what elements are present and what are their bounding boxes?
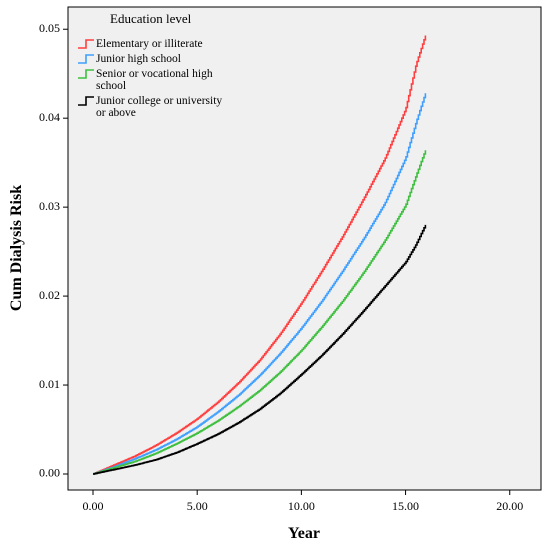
legend-label: Junior high school (96, 53, 181, 65)
legend-swatch (78, 39, 94, 49)
y-tick-label: 0.03 (39, 199, 60, 213)
y-axis: 0.00 0.01 0.02 0.03 0.04 0.05 (39, 21, 68, 480)
legend-label: Elementary or illiterate (96, 38, 203, 50)
y-tick-label: 0.05 (39, 21, 60, 35)
y-tick-label: 0.00 (39, 466, 60, 480)
x-tick-label: 20.00 (496, 499, 523, 513)
y-tick-label: 0.01 (39, 377, 60, 391)
legend-label: Senior or vocational high school (96, 68, 213, 92)
legend-swatch (78, 54, 94, 64)
legend-items: Elementary or illiterate Junior high scho… (78, 38, 222, 119)
series-line-senior-or-vocational-high-school (93, 150, 427, 475)
y-axis-title: Cum Dialysis Risk (8, 185, 25, 311)
legend: Education level Elementary or illiterate… (78, 11, 222, 119)
y-tick-label: 0.04 (39, 110, 60, 124)
legend-label: Junior college or university or above (96, 95, 222, 119)
x-tick-label: 15.00 (392, 499, 419, 513)
legend-item-junior-college-or-university-or-above: Junior college or university or above (78, 95, 222, 119)
x-tick-label: 5.00 (187, 499, 208, 513)
legend-swatch (78, 69, 94, 79)
legend-item-elementary-or-illiterate: Elementary or illiterate (78, 38, 203, 50)
legend-item-junior-high-school: Junior high school (78, 53, 181, 65)
series-line-junior-college-or-university-or-above (93, 224, 427, 475)
x-tick-label: 0.00 (83, 499, 104, 513)
plot-background (67, 6, 542, 491)
series-line-junior-high-school (93, 93, 427, 475)
x-axis: 0.00 5.00 10.00 15.00 20.00 (83, 490, 523, 513)
y-tick-label: 0.02 (39, 288, 60, 302)
series-lines (93, 35, 427, 475)
legend-title: Education level (110, 11, 192, 26)
series-line-elementary-or-illiterate (93, 35, 427, 475)
legend-item-senior-or-vocational-high-school: Senior or vocational high school (78, 68, 213, 92)
legend-swatch (78, 96, 94, 106)
x-tick-label: 10.00 (288, 499, 315, 513)
x-axis-title: Year (288, 525, 320, 542)
